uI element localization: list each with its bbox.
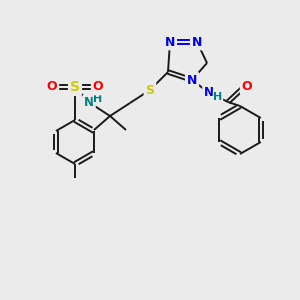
Text: O: O [47,80,57,94]
Text: N: N [187,74,197,86]
Text: H: H [93,94,103,104]
Text: O: O [93,80,103,94]
Text: S: S [146,83,154,97]
Text: S: S [70,80,80,94]
Text: O: O [242,80,252,94]
Text: H: H [213,92,223,102]
Text: N: N [204,85,214,98]
Text: N: N [84,97,94,110]
Text: N: N [165,35,175,49]
Text: N: N [192,35,202,49]
